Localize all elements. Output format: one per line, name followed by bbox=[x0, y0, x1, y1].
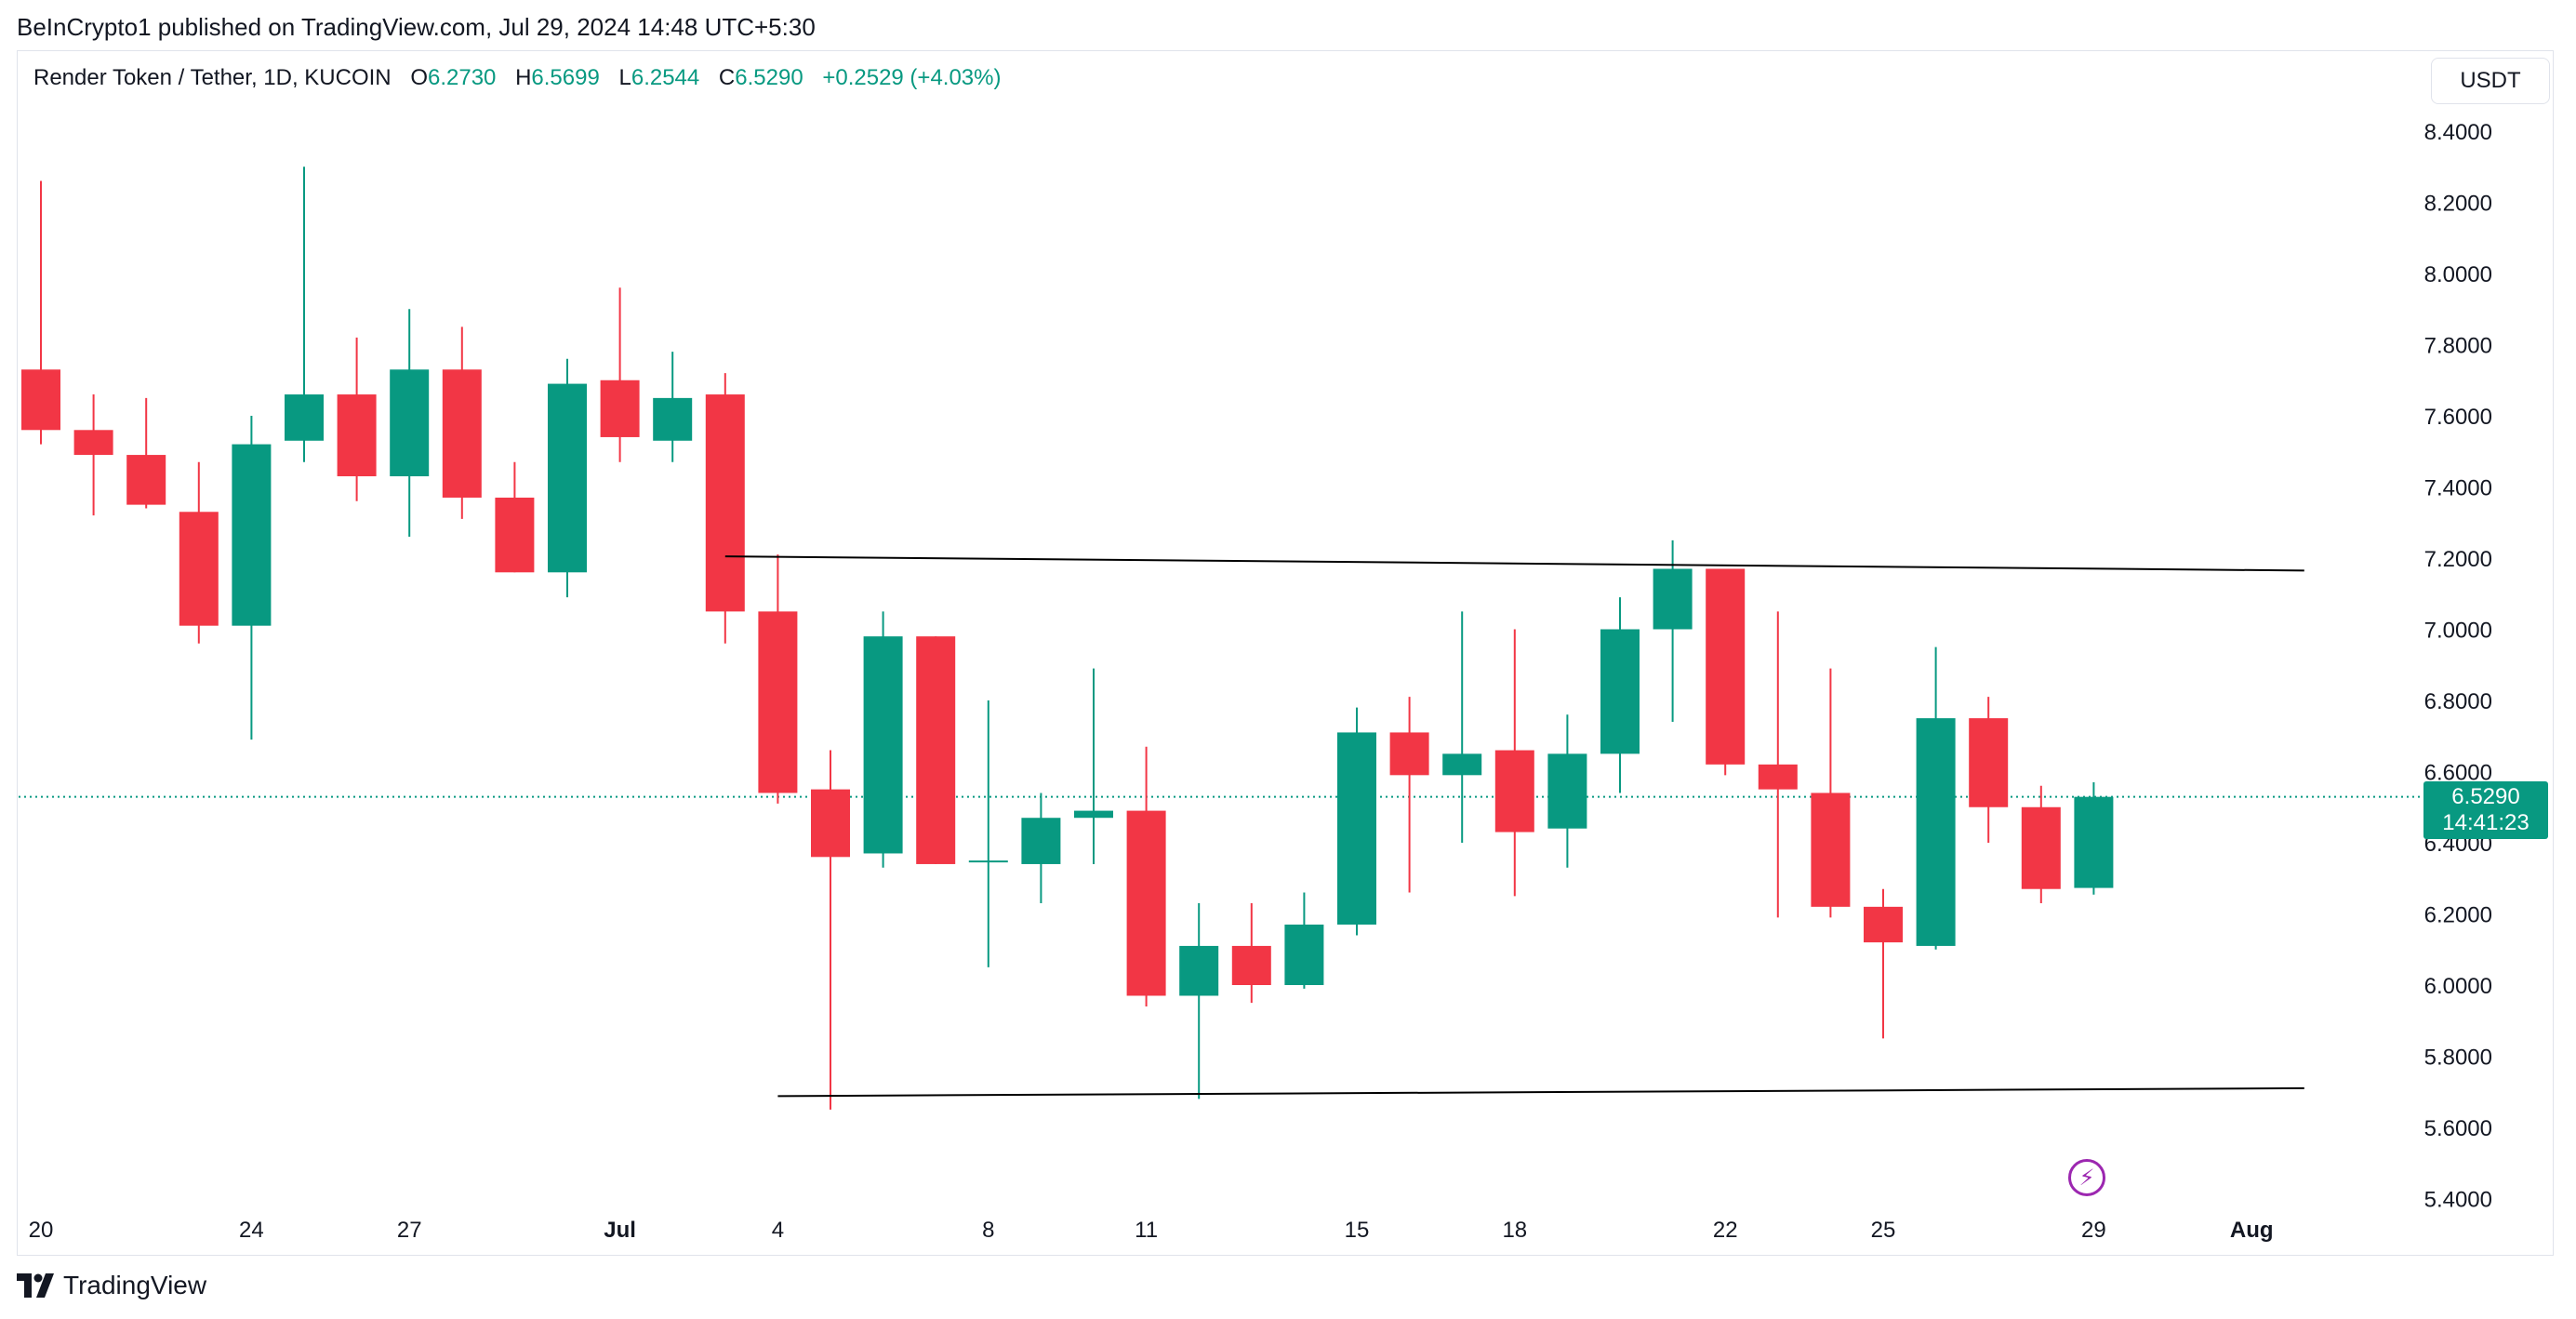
y-tick-label: 6.8000 bbox=[2424, 689, 2492, 714]
y-tick-label: 7.4000 bbox=[2424, 476, 2492, 501]
high-value: 6.5699 bbox=[531, 65, 600, 90]
low-label: L bbox=[618, 65, 631, 90]
x-tick-label: 8 bbox=[982, 1218, 994, 1243]
y-tick-label: 5.4000 bbox=[2424, 1188, 2492, 1213]
symbol-legend: Render Token / Tether, 1D, KUCOIN O6.273… bbox=[33, 65, 1001, 91]
candle-body bbox=[1389, 732, 1429, 776]
y-tick-label: 6.2000 bbox=[2424, 903, 2492, 928]
candle-body bbox=[1494, 750, 1534, 833]
high-label: H bbox=[515, 65, 532, 90]
close-value: 6.5290 bbox=[735, 65, 803, 90]
x-tick-label: 18 bbox=[1502, 1218, 1527, 1243]
x-tick-label: 11 bbox=[1135, 1218, 1158, 1243]
candle-body bbox=[1126, 810, 1166, 996]
lightning-bolt-icon[interactable]: ⚡︎ bbox=[2068, 1159, 2105, 1196]
candle-body bbox=[442, 369, 482, 498]
bar-countdown: 14:41:23 bbox=[2442, 810, 2530, 835]
candle-body bbox=[1864, 906, 1903, 943]
last-price-value: 6.5290 bbox=[2451, 784, 2520, 809]
last-price-tag: 6.5290 14:41:23 bbox=[2423, 781, 2548, 839]
tradingview-logo-icon bbox=[17, 1273, 54, 1298]
trendline bbox=[724, 555, 2304, 572]
candle-body bbox=[1916, 718, 1956, 946]
low-value: 6.2544 bbox=[631, 65, 700, 90]
candle-body bbox=[548, 383, 587, 573]
y-tick-label: 7.8000 bbox=[2424, 334, 2492, 359]
y-tick-label: 8.2000 bbox=[2424, 192, 2492, 217]
y-tick-label: 7.6000 bbox=[2424, 405, 2492, 430]
candle-body bbox=[1442, 753, 1482, 776]
candle-body bbox=[863, 636, 903, 854]
candle-body bbox=[390, 369, 430, 477]
chart-frame bbox=[17, 50, 2554, 1256]
candle-body bbox=[811, 789, 850, 858]
y-tick-label: 5.6000 bbox=[2424, 1116, 2492, 1141]
candle-body bbox=[653, 397, 693, 441]
x-tick-label: 24 bbox=[239, 1218, 264, 1243]
trendline bbox=[777, 1086, 2304, 1098]
candle-body bbox=[337, 394, 377, 477]
brand-name: TradingView bbox=[63, 1271, 207, 1299]
published-header: BeInCrypto1 published on TradingView.com… bbox=[17, 13, 816, 41]
tradingview-brand[interactable]: TradingView bbox=[17, 1271, 206, 1300]
candle-body bbox=[495, 497, 535, 573]
close-label: C bbox=[718, 65, 736, 90]
candle-body bbox=[1179, 945, 1219, 996]
candle-body bbox=[1600, 629, 1640, 754]
candle-body bbox=[600, 380, 640, 437]
y-tick-label: 8.4000 bbox=[2424, 120, 2492, 145]
candle-body bbox=[1284, 924, 1324, 985]
candle-body bbox=[916, 636, 956, 864]
candle-body bbox=[1337, 732, 1376, 925]
x-tick-label: Aug bbox=[2230, 1218, 2274, 1243]
candle-body bbox=[232, 444, 272, 626]
candle-body bbox=[1653, 568, 1693, 630]
candle-body bbox=[179, 512, 219, 626]
y-tick-label: 8.0000 bbox=[2424, 262, 2492, 287]
open-label: O bbox=[410, 65, 428, 90]
x-tick-label: 29 bbox=[2081, 1218, 2106, 1243]
y-tick-label: 7.2000 bbox=[2424, 547, 2492, 572]
symbol-name: Render Token / Tether, 1D, KUCOIN bbox=[33, 65, 392, 90]
x-tick-label: 22 bbox=[1713, 1218, 1738, 1243]
y-tick-label: 6.0000 bbox=[2424, 974, 2492, 999]
candle-body bbox=[758, 611, 798, 793]
x-tick-label: 4 bbox=[772, 1218, 784, 1243]
candle-body bbox=[1758, 764, 1798, 790]
y-tick-label: 7.0000 bbox=[2424, 619, 2492, 644]
candle-body bbox=[126, 455, 166, 505]
x-tick-label: Jul bbox=[604, 1218, 636, 1243]
candle-body bbox=[73, 430, 113, 456]
candle-body bbox=[1231, 945, 1271, 985]
change-value: +0.2529 (+4.03%) bbox=[822, 65, 1002, 90]
x-tick-label: 15 bbox=[1345, 1218, 1370, 1243]
candle-body bbox=[2074, 796, 2114, 888]
candle-body bbox=[1811, 793, 1851, 907]
candle-body bbox=[1547, 753, 1587, 829]
candle-body bbox=[21, 369, 60, 431]
candle-body bbox=[285, 394, 324, 441]
currency-button[interactable]: USDT bbox=[2431, 58, 2550, 104]
y-tick-label: 5.8000 bbox=[2424, 1046, 2492, 1071]
x-tick-label: 27 bbox=[397, 1218, 422, 1243]
candle-body bbox=[1969, 718, 2009, 807]
x-tick-label: 25 bbox=[1871, 1218, 1896, 1243]
x-tick-label: 20 bbox=[29, 1218, 54, 1243]
candle-body bbox=[705, 394, 745, 612]
candle-body bbox=[1074, 810, 1113, 819]
open-value: 6.2730 bbox=[427, 65, 497, 90]
candle-body bbox=[2021, 806, 2061, 889]
candle-body bbox=[968, 860, 1008, 863]
candle-body bbox=[1021, 818, 1061, 864]
candle-body bbox=[1706, 568, 1746, 765]
